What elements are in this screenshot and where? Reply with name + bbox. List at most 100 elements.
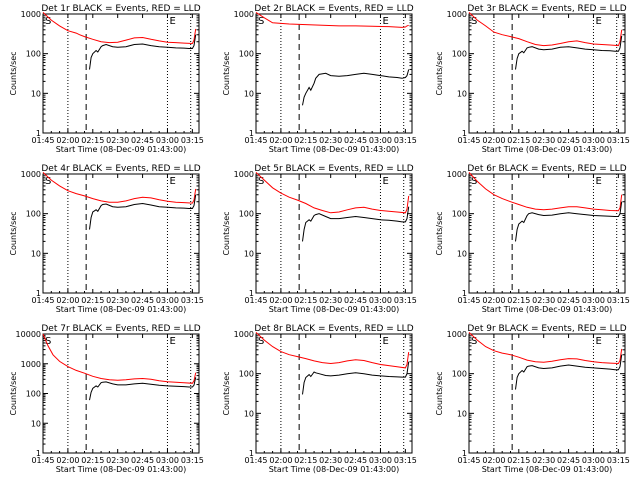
x-tick-label: 02:30 <box>319 456 342 465</box>
y-axis-label: Counts/sec <box>9 211 18 255</box>
y-tick-label: 1 <box>462 129 467 138</box>
x-tick-label: 02:30 <box>106 136 129 145</box>
y-tick-label: 1 <box>462 449 467 458</box>
x-tick-label: 02:15 <box>81 456 104 465</box>
x-tick-label: 03:15 <box>607 456 630 465</box>
y-tick-label: 1000 <box>447 330 467 339</box>
x-tick-label: 02:15 <box>81 136 104 145</box>
plot-frame <box>42 173 200 294</box>
chart-title: Det 7r BLACK = Events, RED = LLD <box>41 324 200 334</box>
x-tick-label: 03:15 <box>394 136 417 145</box>
end-marker-label: E <box>382 176 388 187</box>
x-tick-label: 02:15 <box>507 456 530 465</box>
x-tick-label: 02:30 <box>532 296 555 305</box>
x-tick-label: 02:45 <box>131 296 154 305</box>
x-axis-label: Start Time (08-Dec-09 01:43:00) <box>269 305 400 314</box>
start-marker-label: S <box>471 176 477 187</box>
end-marker-label: E <box>595 16 601 27</box>
y-tick-label: 10 <box>244 409 254 418</box>
x-tick-label: 02:00 <box>56 296 79 305</box>
chart-title: Det 1r BLACK = Events, RED = LLD <box>41 4 200 14</box>
x-tick-label: 01:45 <box>244 296 267 305</box>
lld-series-line <box>255 172 410 214</box>
x-tick-label: 02:30 <box>532 456 555 465</box>
events-series-line <box>89 194 197 230</box>
y-tick-label: 100 <box>26 390 41 399</box>
y-axis-label: Counts/sec <box>9 371 18 415</box>
lld-series-line <box>468 12 623 47</box>
start-marker-label: S <box>45 16 51 27</box>
x-tick-label: 03:00 <box>156 456 179 465</box>
events-series-line <box>302 206 410 242</box>
x-axis-label: Start Time (08-Dec-09 01:43:00) <box>269 145 400 154</box>
y-tick-label: 1 <box>249 289 254 298</box>
x-tick-label: 02:00 <box>482 136 505 145</box>
x-tick-label: 02:45 <box>344 296 367 305</box>
lld-series-line <box>468 332 623 365</box>
y-tick-label: 1 <box>249 449 254 458</box>
y-tick-label: 1000 <box>21 10 41 19</box>
chart-title: Det 2r BLACK = Events, RED = LLD <box>254 4 413 14</box>
chart-title: Det 6r BLACK = Events, RED = LLD <box>467 164 626 174</box>
start-marker-label: S <box>258 16 264 27</box>
x-tick-label: 01:45 <box>31 136 54 145</box>
start-marker-label: S <box>45 176 51 187</box>
plot-frame <box>468 13 626 134</box>
x-tick-label: 03:00 <box>156 296 179 305</box>
x-tick-label: 02:15 <box>507 136 530 145</box>
x-tick-label: 02:30 <box>106 296 129 305</box>
y-tick-label: 100 <box>452 210 467 219</box>
x-tick-label: 01:45 <box>457 136 480 145</box>
y-tick-label: 10 <box>31 249 41 258</box>
x-axis-label: Start Time (08-Dec-09 01:43:00) <box>56 465 187 474</box>
y-tick-label: 10 <box>244 249 254 258</box>
x-tick-label: 02:45 <box>557 456 580 465</box>
y-tick-label: 100 <box>452 370 467 379</box>
x-tick-label: 03:15 <box>607 296 630 305</box>
x-tick-label: 01:45 <box>457 456 480 465</box>
plot-frame <box>255 13 413 134</box>
end-marker-label: E <box>382 16 388 27</box>
end-marker-label: E <box>169 176 175 187</box>
lld-series-line <box>255 332 410 369</box>
x-tick-label: 02:30 <box>106 456 129 465</box>
x-tick-label: 02:15 <box>294 296 317 305</box>
x-tick-label: 03:15 <box>181 136 204 145</box>
x-tick-label: 03:15 <box>181 296 204 305</box>
y-axis-label: Counts/sec <box>222 51 231 95</box>
x-axis-label: Start Time (08-Dec-09 01:43:00) <box>482 465 613 474</box>
y-tick-label: 1 <box>249 129 254 138</box>
x-axis-label: Start Time (08-Dec-09 01:43:00) <box>269 465 400 474</box>
x-tick-label: 02:15 <box>294 136 317 145</box>
y-tick-label: 100 <box>452 50 467 59</box>
x-tick-label: 01:45 <box>244 456 267 465</box>
end-marker-label: E <box>169 16 175 27</box>
y-tick-label: 1000 <box>234 170 254 179</box>
y-tick-label: 10 <box>457 89 467 98</box>
x-tick-label: 02:15 <box>507 296 530 305</box>
lld-series-line <box>42 172 197 204</box>
chart-title: Det 9r BLACK = Events, RED = LLD <box>467 324 626 334</box>
events-series-line <box>89 34 197 70</box>
x-tick-label: 02:00 <box>269 296 292 305</box>
lld-series-line <box>42 333 197 384</box>
x-tick-label: 02:00 <box>482 296 505 305</box>
x-tick-label: 03:00 <box>369 296 392 305</box>
y-axis-label: Counts/sec <box>435 371 444 415</box>
plot-frame <box>255 173 413 294</box>
x-axis-label: Start Time (08-Dec-09 01:43:00) <box>56 305 187 314</box>
y-tick-label: 10 <box>31 419 41 428</box>
x-axis-label: Start Time (08-Dec-09 01:43:00) <box>56 145 187 154</box>
start-marker-label: S <box>258 176 264 187</box>
end-marker-label: E <box>382 336 388 347</box>
events-series-line <box>302 361 410 395</box>
x-tick-label: 02:00 <box>269 456 292 465</box>
x-tick-label: 02:00 <box>56 136 79 145</box>
x-tick-label: 02:00 <box>56 456 79 465</box>
start-marker-label: S <box>258 336 264 347</box>
